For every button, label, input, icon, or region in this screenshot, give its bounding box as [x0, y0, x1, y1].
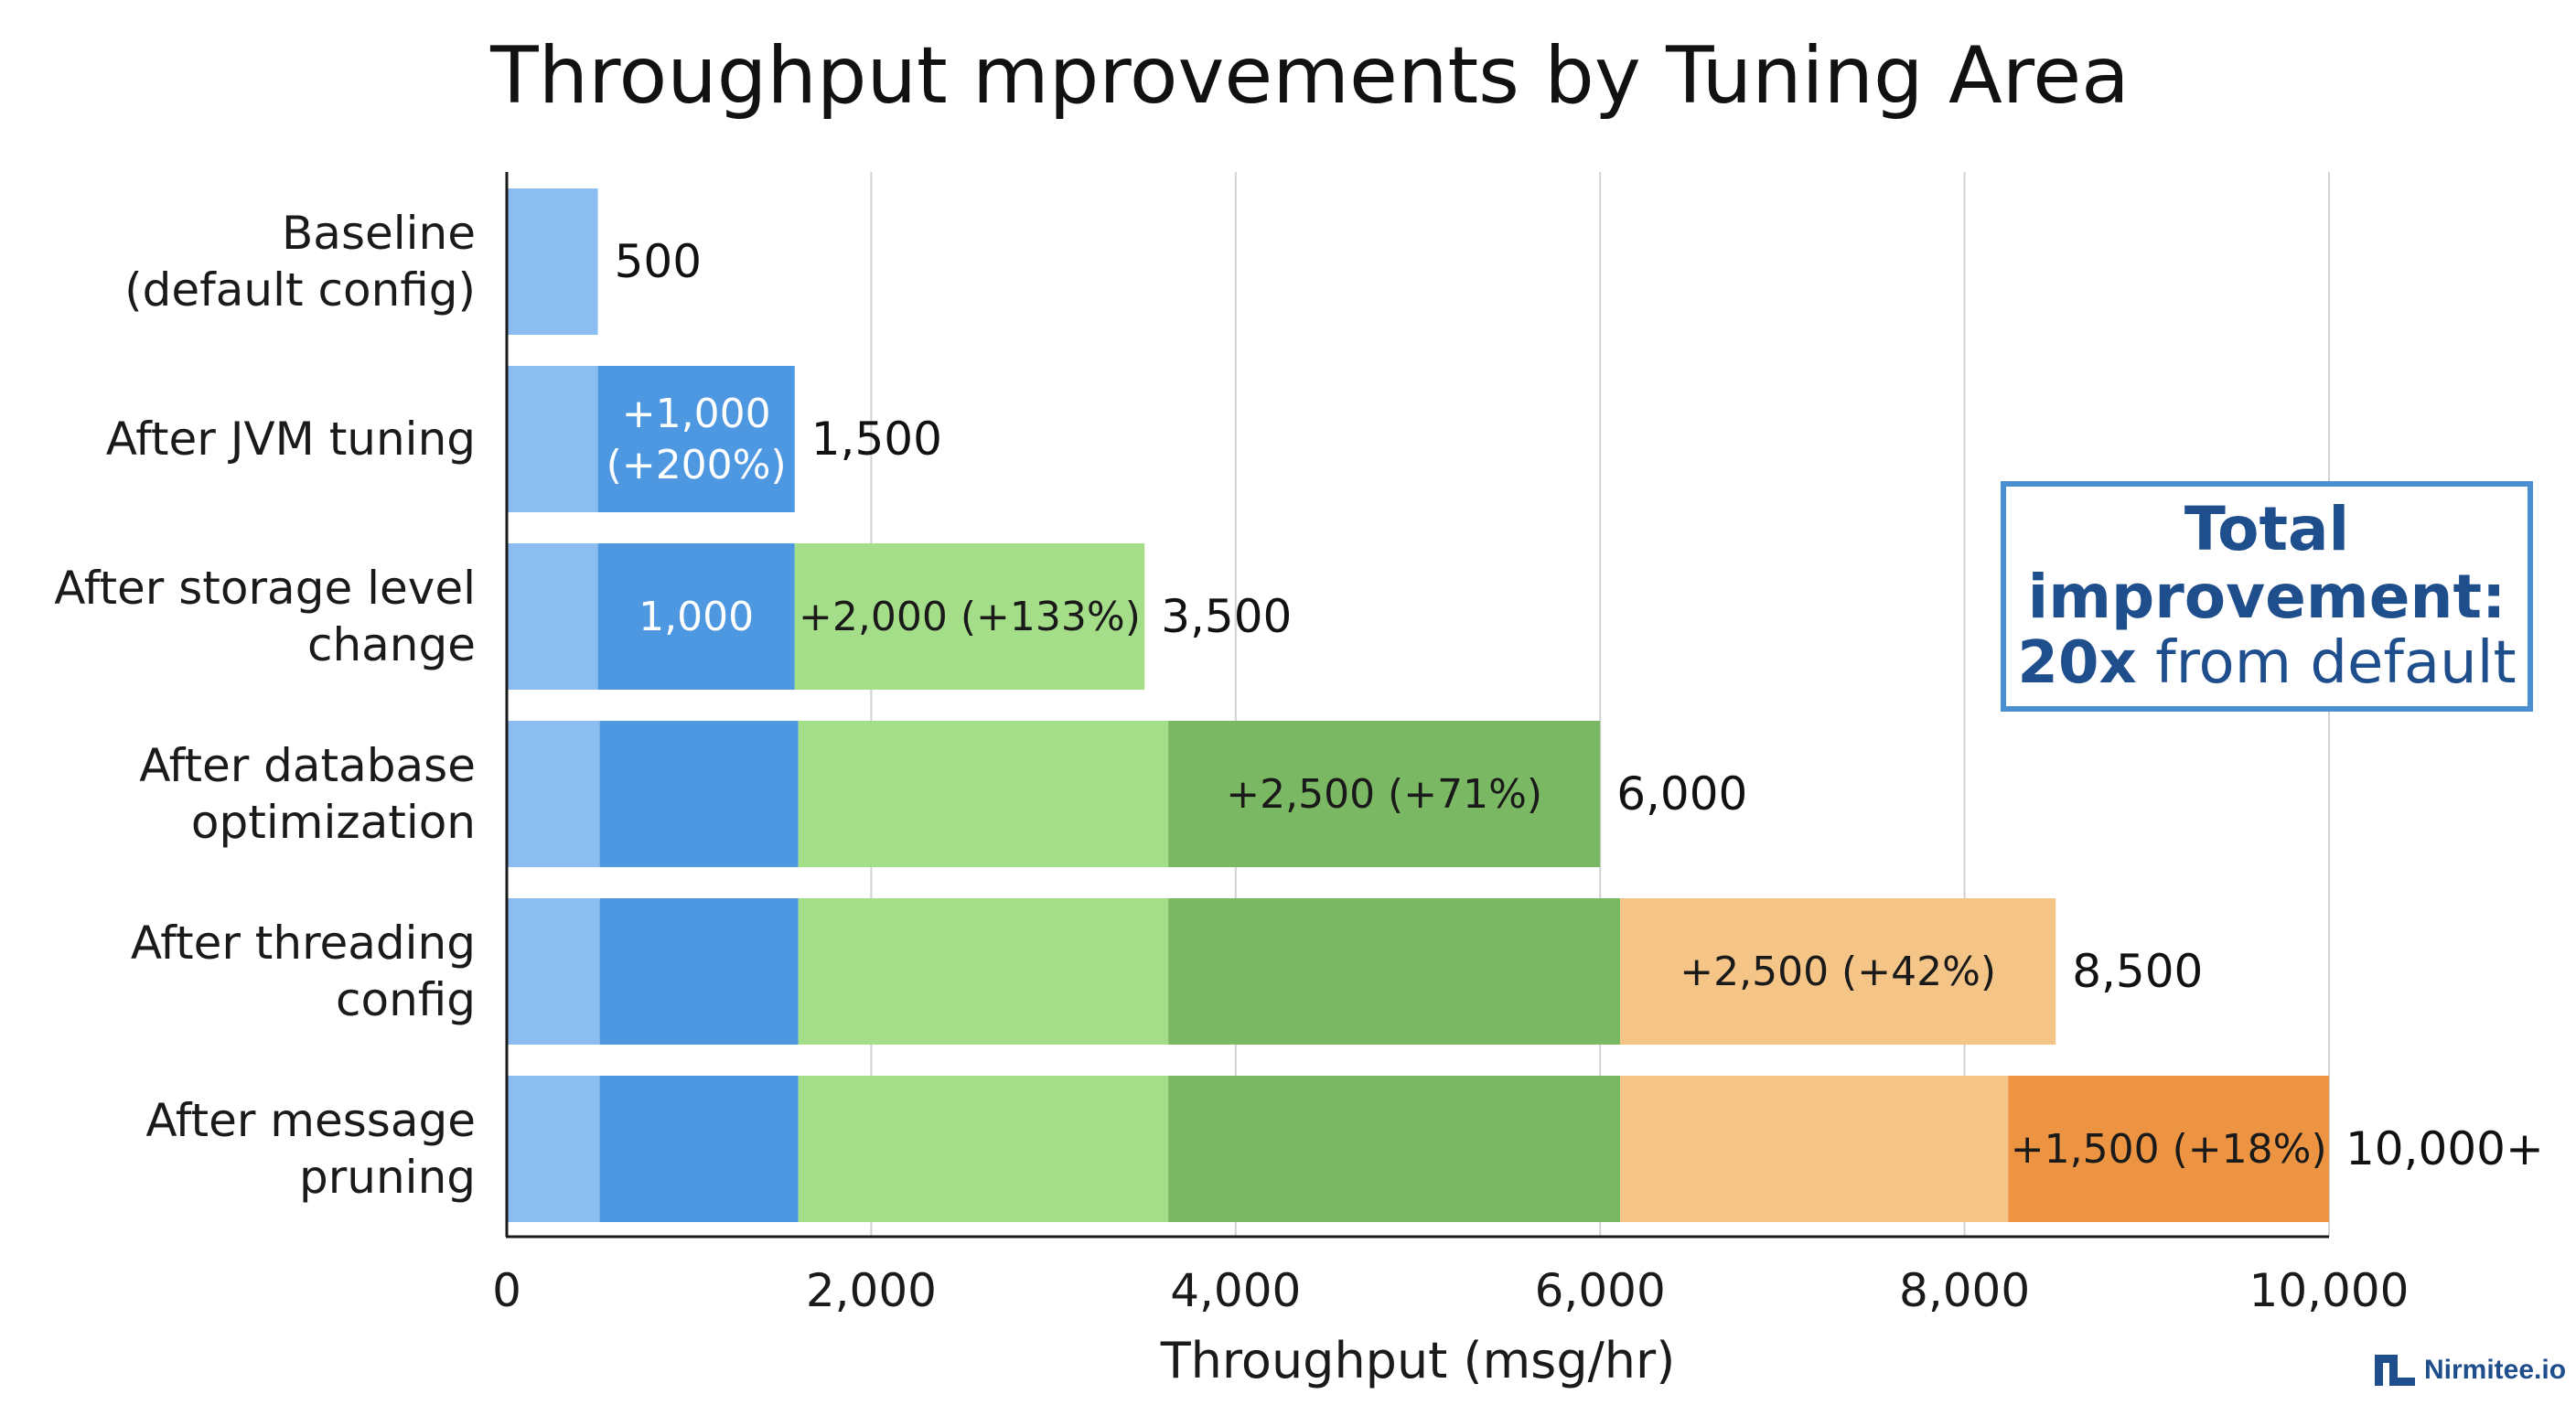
nirmitee-logo-icon — [2375, 1355, 2415, 1386]
bar-row: 500 — [507, 188, 702, 335]
bar-segment — [507, 721, 600, 867]
category-label: Baseline — [282, 207, 476, 260]
bars: 500 +1,000 (+200%) 1,500 1,000 +2,000 (+133%)… — [507, 188, 2544, 1222]
category-label: After JVM tuning — [106, 413, 476, 466]
category-label: After storage level — [54, 562, 476, 615]
segment-label: +2,000 (+133%) — [799, 594, 1141, 640]
bar-segment — [597, 366, 795, 512]
x-tick-label: 4,000 — [1170, 1264, 1301, 1317]
callout-line-3-rest: from default — [2136, 629, 2517, 698]
bar-total-label: 6,000 — [1616, 767, 1747, 820]
bar-segment — [507, 543, 598, 690]
category-label: optimization — [191, 796, 476, 849]
bar-total-label: 1,500 — [811, 413, 942, 466]
bar-row: 1,000 +2,000 (+133%) 3,500 — [507, 543, 1292, 690]
segment-label: +2,500 (+71%) — [1226, 771, 1542, 818]
bar-segment — [1168, 1076, 1621, 1222]
bar-segment — [798, 898, 1169, 1045]
bar-row: +1,500 (+18%) 10,000+ — [507, 1076, 2544, 1222]
category-label: After database — [139, 739, 476, 792]
brand-footer: Nirmitee.io — [2375, 1352, 2566, 1389]
bar-total-label: 8,500 — [2072, 945, 2203, 998]
callout-multiplier: 20x — [2017, 629, 2137, 698]
gridlines — [870, 172, 2330, 1237]
bar-total-label: 500 — [615, 235, 702, 288]
segment-label: (+200%) — [606, 442, 787, 488]
bar-segment — [597, 543, 795, 690]
segment-label: 1,000 — [639, 594, 754, 640]
bar-segment — [798, 1076, 1169, 1222]
chart-title: Throughput mprovements by Tuning Area — [489, 30, 2130, 122]
bar-segment — [507, 188, 598, 335]
bar-total-label: 10,000+ — [2345, 1122, 2544, 1175]
segment-label: +2,500 (+42%) — [1680, 949, 1996, 995]
category-label: config — [336, 973, 476, 1026]
bar-segment — [1620, 1076, 2009, 1222]
axes: 0 2,000 4,000 6,000 8,000 10,000 Baseline(defa… — [54, 172, 2409, 1317]
callout-line-3: 20x from default — [2017, 629, 2517, 698]
x-axis-title: Throughput (msg/hr) — [1160, 1332, 1676, 1389]
segment-label: +1,000 — [622, 391, 771, 437]
bar-segment — [798, 721, 1169, 867]
category-label: (default config) — [124, 263, 476, 316]
category-label: After threading — [131, 917, 476, 970]
total-improvement-callout: Total improvement: 20x from default — [2001, 481, 2533, 712]
bar-segment — [507, 898, 600, 1045]
bar-segment — [1620, 898, 2056, 1045]
bar-row: +2,500 (+42%) 8,500 — [507, 898, 2203, 1045]
bar-segment — [599, 721, 799, 867]
category-label: pruning — [299, 1151, 476, 1204]
bar-segment — [1168, 898, 1621, 1045]
bar-row: +1,000 (+200%) 1,500 — [507, 366, 942, 512]
segment-label: +1,500 (+18%) — [2011, 1126, 2327, 1173]
bar-segment — [507, 366, 598, 512]
bar-segment — [794, 543, 1145, 690]
category-label: After message — [145, 1094, 476, 1147]
x-tick-label: 10,000 — [2249, 1264, 2410, 1317]
x-tick-label: 2,000 — [806, 1264, 937, 1317]
bar-segment — [1168, 721, 1601, 867]
callout-line-1: Total — [2184, 494, 2350, 565]
bar-segment — [2008, 1076, 2329, 1222]
x-tick-label: 0 — [492, 1264, 521, 1317]
x-tick-label: 6,000 — [1535, 1264, 1666, 1317]
bar-segment — [507, 1076, 600, 1222]
bar-segment — [599, 898, 799, 1045]
bar-total-label: 3,500 — [1161, 590, 1292, 643]
bar-row: +2,500 (+71%) 6,000 — [507, 721, 1747, 867]
brand-name: Nirmitee.io — [2424, 1355, 2567, 1385]
bar-segment — [599, 1076, 799, 1222]
callout-line-2: improvement: — [2027, 562, 2506, 633]
x-tick-label: 8,000 — [1899, 1264, 2030, 1317]
category-label: change — [307, 618, 476, 671]
